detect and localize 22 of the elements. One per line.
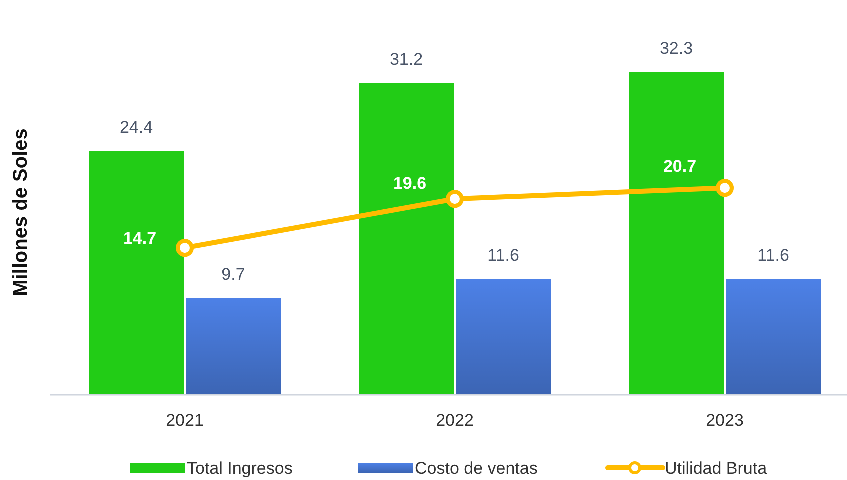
x-tick-label: 2023 [706, 411, 744, 430]
bar [359, 83, 454, 395]
data-label: 9.7 [222, 265, 246, 284]
data-label: 31.2 [390, 50, 424, 70]
bar [629, 72, 724, 395]
data-label: 20.7 [663, 157, 697, 176]
bar [89, 151, 184, 395]
bar [726, 279, 821, 395]
data-label: 32.3 [660, 39, 694, 58]
y-axis-title: Millones de Soles [10, 128, 32, 296]
bar [456, 279, 551, 395]
data-label: 14.7 [123, 229, 157, 248]
x-tick-label: 2021 [166, 411, 204, 430]
data-label: 11.6 [758, 246, 790, 266]
data-label: 19.6 [393, 174, 427, 194]
bar [186, 298, 281, 395]
legend-label: Utilidad Bruta [665, 459, 768, 478]
data-label: 24.4 [120, 118, 154, 138]
legend-label: Total Ingresos [187, 459, 293, 478]
legend-label: Costo de ventas [415, 459, 538, 478]
x-tick-label: 2022 [436, 411, 474, 430]
data-label: 11.6 [488, 246, 520, 266]
